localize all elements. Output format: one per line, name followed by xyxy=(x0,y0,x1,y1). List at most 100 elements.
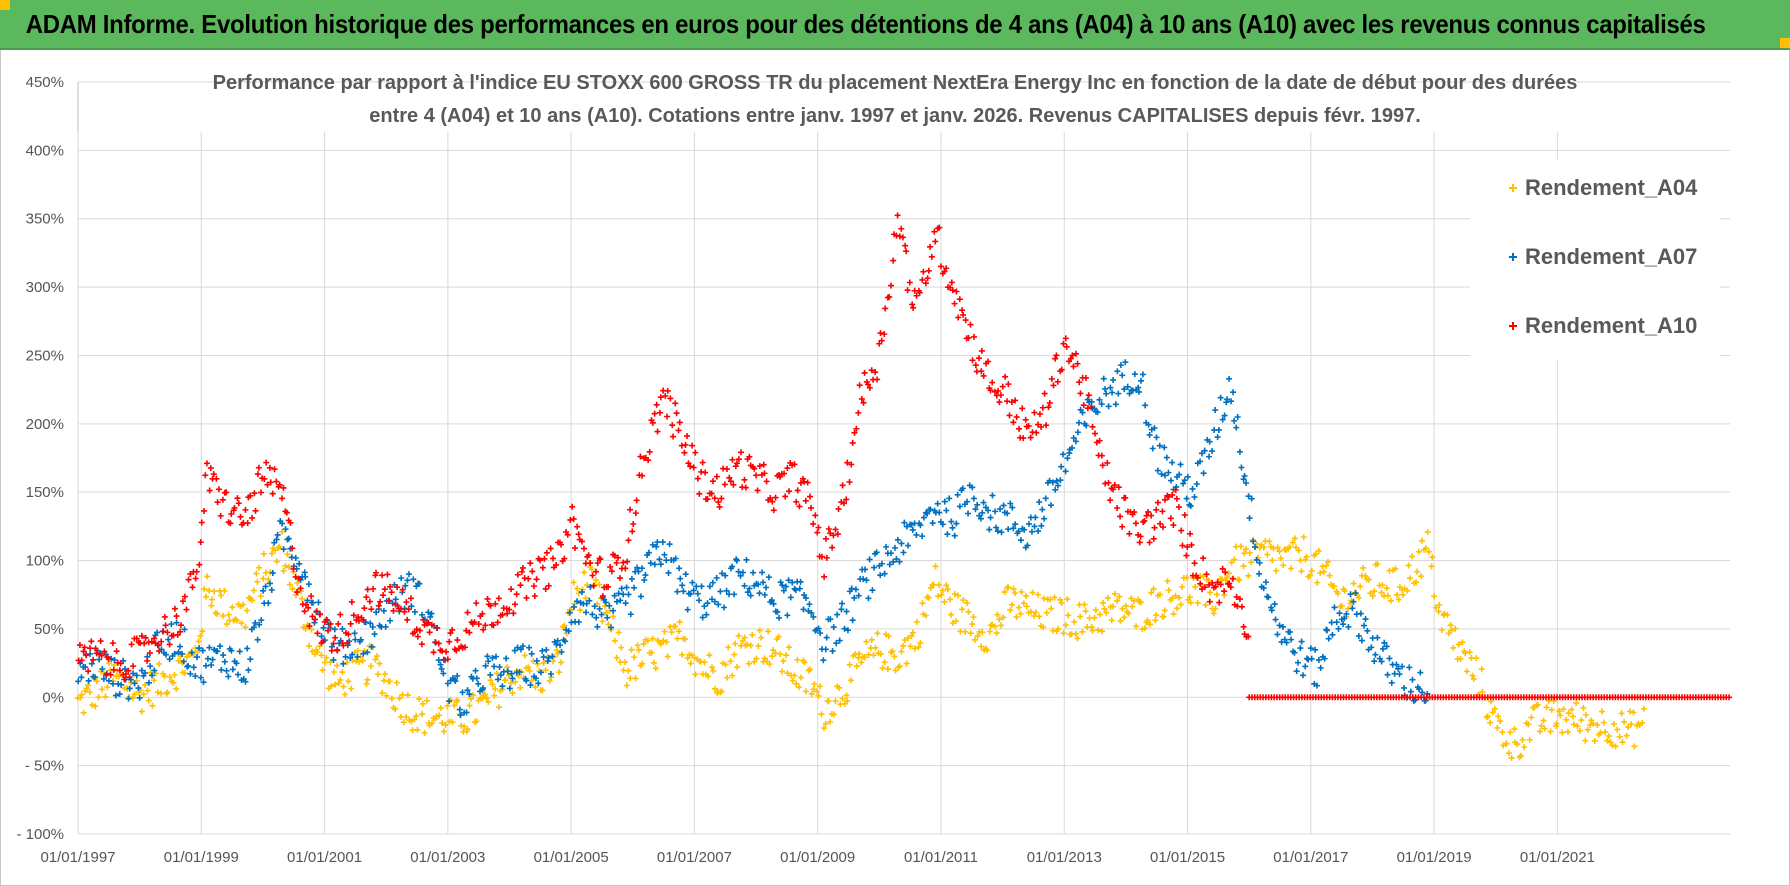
point-rendement_a04 xyxy=(218,592,225,599)
point-rendement_a04 xyxy=(429,720,436,727)
point-rendement_a04 xyxy=(896,663,903,670)
point-rendement_a07 xyxy=(737,572,744,579)
point-rendement_a04 xyxy=(1086,615,1093,622)
point-rendement_a07 xyxy=(787,594,794,601)
point-rendement_a04 xyxy=(1274,544,1281,551)
point-rendement_a04 xyxy=(1521,744,1528,751)
point-rendement_a04 xyxy=(517,684,524,691)
point-rendement_a10 xyxy=(574,523,581,530)
point-rendement_a10 xyxy=(746,453,753,460)
point-rendement_a10 xyxy=(113,648,120,655)
point-rendement_a10 xyxy=(223,489,230,496)
legend-marker xyxy=(1509,184,1517,192)
point-rendement_a04 xyxy=(1514,741,1521,748)
point-rendement_a10 xyxy=(564,531,571,538)
point-rendement_a07 xyxy=(252,619,259,626)
point-rendement_a10 xyxy=(1027,434,1034,441)
point-rendement_a04 xyxy=(423,697,430,704)
point-rendement_a07 xyxy=(309,599,316,606)
point-rendement_a10 xyxy=(594,559,601,566)
point-rendement_a07 xyxy=(1253,556,1260,563)
point-rendement_a07 xyxy=(974,501,981,508)
point-rendement_a07 xyxy=(192,673,199,680)
point-rendement_a10 xyxy=(1052,355,1059,362)
point-rendement_a04 xyxy=(1494,724,1501,731)
point-rendement_a10 xyxy=(255,464,262,471)
point-rendement_a04 xyxy=(1280,562,1287,569)
point-rendement_a04 xyxy=(1534,701,1541,708)
header-banner: ADAM Informe. Evolution historique des p… xyxy=(0,0,1790,50)
point-rendement_a07 xyxy=(187,670,194,677)
point-rendement_a10 xyxy=(261,475,268,482)
point-rendement_a04 xyxy=(1018,588,1025,595)
point-rendement_a07 xyxy=(1145,421,1152,428)
point-rendement_a10 xyxy=(334,647,341,654)
point-rendement_a04 xyxy=(140,691,147,698)
point-rendement_a04 xyxy=(80,709,87,716)
point-rendement_a10 xyxy=(203,460,210,467)
point-rendement_a04 xyxy=(483,694,490,701)
point-rendement_a07 xyxy=(1176,471,1183,478)
point-rendement_a07 xyxy=(387,617,394,624)
point-rendement_a07 xyxy=(142,670,149,677)
point-rendement_a04 xyxy=(1491,705,1498,712)
point-rendement_a04 xyxy=(1110,603,1117,610)
point-rendement_a07 xyxy=(654,539,661,546)
point-rendement_a04 xyxy=(344,659,351,666)
x-tick-label: 01/01/2015 xyxy=(1150,849,1225,866)
point-rendement_a04 xyxy=(574,585,581,592)
point-rendement_a10 xyxy=(490,622,497,629)
point-rendement_a07 xyxy=(833,640,840,647)
point-rendement_a04 xyxy=(93,678,100,685)
point-rendement_a04 xyxy=(473,718,480,725)
point-rendement_a10 xyxy=(684,433,691,440)
point-rendement_a04 xyxy=(526,667,533,674)
point-rendement_a07 xyxy=(1041,515,1048,522)
x-tick-label: 01/01/2011 xyxy=(904,849,978,866)
point-rendement_a10 xyxy=(506,606,513,613)
point-rendement_a07 xyxy=(315,599,322,606)
point-rendement_a10 xyxy=(1004,398,1011,405)
point-rendement_a10 xyxy=(518,568,525,575)
point-rendement_a10 xyxy=(464,609,471,616)
point-rendement_a10 xyxy=(872,369,879,376)
point-rendement_a04 xyxy=(240,601,247,608)
point-rendement_a07 xyxy=(1406,664,1413,671)
point-rendement_a10 xyxy=(770,507,777,514)
point-rendement_a10 xyxy=(198,519,205,526)
point-rendement_a07 xyxy=(1236,448,1243,455)
point-rendement_a10 xyxy=(615,554,622,561)
x-tick-label: 01/01/2005 xyxy=(534,849,609,866)
point-rendement_a07 xyxy=(1314,682,1321,689)
point-rendement_a07 xyxy=(1393,661,1400,668)
point-rendement_a07 xyxy=(972,506,979,513)
point-rendement_a10 xyxy=(487,602,494,609)
point-rendement_a10 xyxy=(244,520,251,527)
point-rendement_a07 xyxy=(1193,481,1200,488)
point-rendement_a04 xyxy=(1326,572,1333,579)
point-rendement_a04 xyxy=(960,597,967,604)
point-rendement_a04 xyxy=(603,609,610,616)
point-rendement_a04 xyxy=(339,669,346,676)
point-rendement_a10 xyxy=(454,637,461,644)
point-rendement_a04 xyxy=(328,683,335,690)
point-rendement_a04 xyxy=(1614,726,1621,733)
point-rendement_a10 xyxy=(1085,392,1092,399)
point-rendement_a07 xyxy=(1075,419,1082,426)
point-rendement_a07 xyxy=(1187,503,1194,510)
point-rendement_a04 xyxy=(1172,592,1179,599)
point-rendement_a07 xyxy=(628,575,635,582)
point-rendement_a10 xyxy=(1221,588,1228,595)
point-rendement_a07 xyxy=(696,597,703,604)
point-rendement_a07 xyxy=(1151,425,1158,432)
point-rendement_a07 xyxy=(274,531,281,538)
point-rendement_a04 xyxy=(1369,592,1376,599)
point-rendement_a10 xyxy=(718,495,725,502)
point-rendement_a10 xyxy=(1214,579,1221,586)
point-rendement_a04 xyxy=(145,697,152,704)
point-rendement_a07 xyxy=(1355,633,1362,640)
point-rendement_a07 xyxy=(305,581,312,588)
point-rendement_a04 xyxy=(546,677,553,684)
point-rendement_a10 xyxy=(214,499,221,506)
point-rendement_a04 xyxy=(1640,705,1647,712)
